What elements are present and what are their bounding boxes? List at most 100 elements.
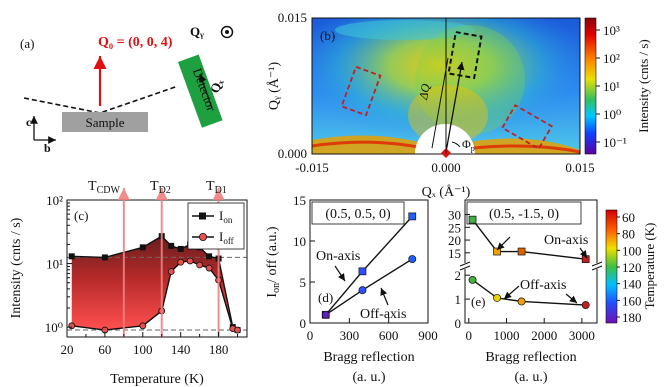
- panel-e-off-point: [581, 301, 590, 310]
- colorbar-e-tick-label: 120: [622, 260, 642, 275]
- roi-left: [340, 65, 382, 117]
- panel-d-off-point: [321, 310, 330, 319]
- colorbar-e-tick-label: 160: [622, 293, 642, 308]
- panel-c-ytick-label: 10²: [46, 193, 63, 208]
- panel-e-title: (0.5, -1.5, 0): [489, 207, 559, 222]
- colorbar-b-title: Intensity (cnts / s): [636, 39, 651, 133]
- panel-c-xtick-label: 180: [209, 342, 229, 357]
- legend-on-label: Ion: [219, 208, 233, 225]
- panel-c-xlabel: Temperature (K): [110, 372, 204, 387]
- panel-c-ylabel: Intensity (cnts / s): [9, 217, 24, 318]
- panel-c-ytick-label: 10⁰: [45, 320, 63, 335]
- panel-c-legend: [187, 202, 245, 250]
- panel-e-xtick-label: 1000: [493, 328, 519, 343]
- qy-out-of-plane-icon: [220, 25, 234, 39]
- c-fill-area: [71, 236, 238, 331]
- colorbar-e-tick-label: 100: [622, 243, 642, 258]
- on-axis-d-arrow: [334, 265, 346, 282]
- delta-q-line: [431, 57, 449, 149]
- off-axis-d-arrow: [380, 287, 389, 306]
- colorbar-e-tick-label: 80: [622, 227, 635, 242]
- panel-d-ytick-label: 5: [300, 275, 307, 290]
- qx-label: Qₓ: [207, 77, 226, 95]
- panel-e-xlabel-units: (a. u.): [514, 370, 547, 385]
- panel-e-on-point: [493, 247, 501, 256]
- panel-d-on-point: [408, 212, 417, 221]
- colorbar-e-tick-label: 180: [622, 310, 642, 325]
- panel-e-ytick-label: 20: [448, 233, 461, 248]
- legend-on-marker: [199, 212, 206, 220]
- panel-b-xlabel: Qₓ (Å⁻¹): [422, 184, 471, 200]
- panel-c-frame: [66, 199, 248, 338]
- panel-e-xtick-label: 0: [466, 328, 473, 343]
- colorbar-b-tick-label: 10¹: [603, 79, 620, 94]
- i-off-point: [177, 258, 185, 266]
- td1-label: TD1: [206, 179, 227, 196]
- colorbar-e-title: Temperature (K): [642, 223, 657, 310]
- panel-c-label: (c): [74, 208, 88, 223]
- panel-e-ytick-label: 15: [448, 246, 461, 261]
- td2-label: TD2: [150, 179, 171, 196]
- panel-d-title-box: [311, 201, 405, 225]
- i-off-point: [196, 261, 204, 269]
- panel-b-xtick-label: -0.015: [295, 160, 329, 175]
- panel-d-ytick-label: 15: [293, 193, 306, 208]
- q0-label: Q₀ = (0, 0, 4): [98, 35, 173, 50]
- panel-e-frame: [464, 199, 598, 324]
- off-axis-e-label: Off-axis: [520, 278, 566, 293]
- colorbar-e-tick-label: 140: [622, 277, 642, 292]
- panel-e-title-box: [466, 201, 582, 225]
- panel-c-xtick-label: 60: [98, 342, 111, 357]
- panel-d-xtick-label: 600: [379, 328, 399, 343]
- panel-e-ytick-label: 30: [448, 208, 461, 223]
- panel-d-ytick-label: 10: [293, 234, 306, 249]
- panel-e-label: (e): [471, 294, 485, 309]
- roi-center: [447, 30, 483, 80]
- i-on-point: [168, 242, 175, 249]
- panel-d-xtick-label: 0: [307, 328, 314, 343]
- phi-arc: [451, 141, 461, 148]
- i-off-point: [167, 268, 175, 275]
- colorbar-e-tick-label: 60: [622, 210, 635, 225]
- panel-d-xtick-label: 900: [418, 328, 438, 343]
- colorbar-b-tick-label: 10⁻¹: [603, 135, 627, 150]
- off-axis-e-arrow: [503, 285, 520, 300]
- qx-arrow: [198, 73, 213, 109]
- panel-b-xtick-label: 0.015: [565, 160, 594, 175]
- on-axis-e-label: On-axis: [544, 233, 588, 248]
- colorbar-b-tick-label: 10³: [603, 23, 620, 38]
- i-off-line: [71, 260, 238, 331]
- b-axis-label: b: [44, 141, 51, 155]
- panel-d-label: (d): [318, 290, 333, 305]
- colorbar-b-tick-label: 10²: [603, 51, 620, 66]
- i-on-point: [101, 254, 108, 261]
- panel-e: (0.5, -1.5, 0) 0 1000 2000 3000 15202530012…: [448, 199, 657, 385]
- panel-a-label: (a): [20, 36, 34, 51]
- qy-label: Qᵧ: [190, 24, 204, 39]
- panel-d-ytick-label: 0: [300, 316, 307, 331]
- delta-q-label: ΔQ: [416, 82, 433, 101]
- tcdw-label: TCDW: [88, 179, 120, 196]
- panel-d: (0.5, 0.5, 0) 0 300 600 900 0 5 10 15 (d) On-a…: [265, 193, 438, 385]
- i-on-point: [68, 253, 75, 260]
- panel-a: (a) Q₀ = (0, 0, 4) Sample Detector Qᵧ Qₓ…: [20, 24, 234, 155]
- panel-b-ytick-label: 0.015: [278, 10, 307, 25]
- panel-e-ytick-label: 0: [455, 316, 462, 331]
- panel-e-off-point: [493, 293, 502, 302]
- i-off-point: [186, 257, 194, 265]
- legend-off-marker: [198, 232, 207, 241]
- legend-off-label: Ioff: [219, 229, 234, 246]
- panel-b-ytick-label: 0.000: [278, 146, 307, 161]
- on-axis-e-arrow-2: [579, 247, 588, 259]
- panel-d-off-point: [408, 255, 417, 263]
- i-on-point: [139, 244, 146, 251]
- panel-e-series-line: [472, 279, 586, 306]
- panel-d-frame: [309, 199, 429, 324]
- panel-d-ylabel: Ion/ off (a.u.): [265, 226, 282, 298]
- axis-break: [459, 261, 603, 271]
- roi-right: [501, 104, 553, 150]
- on-axis-d-label: On-axis: [316, 249, 360, 264]
- panel-e-off-point: [517, 297, 526, 306]
